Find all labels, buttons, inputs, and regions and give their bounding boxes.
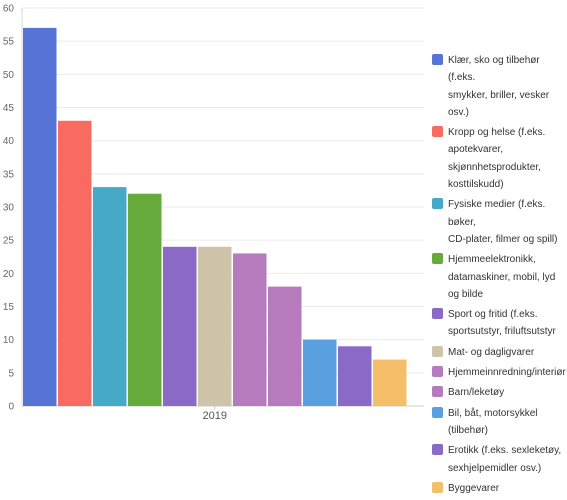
legend-label: kosttilskudd) bbox=[448, 179, 504, 191]
y-tick-label: 5 bbox=[8, 368, 14, 379]
bar[interactable] bbox=[303, 339, 337, 406]
y-tick-label: 25 bbox=[3, 236, 15, 247]
legend-label: Sport og fritid (f.eks. bbox=[448, 309, 538, 321]
bar[interactable] bbox=[198, 246, 232, 406]
y-axis: 0 5 10 15 20 25 30 35 40 45 50 55 60 bbox=[3, 4, 23, 413]
legend-label: Hjemmeelektronikk, bbox=[448, 254, 536, 266]
bar[interactable] bbox=[373, 359, 407, 406]
legend-label: datamaskiner, mobil, lyd og bilde bbox=[448, 271, 556, 300]
legend-item[interactable]: Hjemmeinnredning/interiør bbox=[432, 364, 567, 381]
y-tick-label: 0 bbox=[8, 402, 14, 413]
legend-swatch bbox=[432, 253, 443, 265]
legend-swatch bbox=[432, 406, 443, 418]
y-tick-label: 40 bbox=[3, 136, 15, 147]
legend-label: Kropp og helse (f.eks. bbox=[448, 127, 546, 139]
legend-label: smykker, briller, vesker osv.) bbox=[448, 89, 550, 118]
legend-item[interactable]: Barn/leketøy bbox=[432, 384, 567, 401]
legend-swatch bbox=[432, 345, 443, 357]
legend-item[interactable]: Klær, sko og tilbehør (f.eks. smykker, br… bbox=[432, 52, 567, 121]
legend: Klær, sko og tilbehør (f.eks. smykker, br… bbox=[432, 52, 567, 500]
legend-item[interactable]: Fysiske medier (f.eks. bøker, CD-plater, … bbox=[432, 196, 567, 248]
legend-swatch bbox=[432, 386, 443, 398]
bar[interactable] bbox=[58, 120, 92, 407]
bar-chart: 0 5 10 15 20 25 30 35 40 45 50 55 60 2019 bbox=[3, 4, 424, 422]
bar[interactable] bbox=[233, 253, 267, 406]
legend-swatch bbox=[432, 126, 443, 138]
bar[interactable] bbox=[93, 187, 127, 406]
legend-item[interactable]: Sport og fritid (f.eks. sportsutstyr, fri… bbox=[432, 306, 567, 341]
bar[interactable] bbox=[268, 286, 302, 406]
bar[interactable] bbox=[23, 27, 57, 407]
x-axis: 2019 bbox=[203, 406, 227, 422]
legend-label: Fysiske medier (f.eks. bøker, bbox=[448, 199, 546, 228]
y-tick-label: 30 bbox=[3, 203, 15, 214]
y-tick-label: 10 bbox=[3, 335, 15, 346]
legend-swatch bbox=[432, 198, 443, 210]
legend-swatch bbox=[432, 444, 443, 456]
legend-swatch bbox=[432, 366, 443, 378]
legend-label: Klær, sko og tilbehør (f.eks. bbox=[448, 55, 540, 84]
legend-item[interactable]: Mat- og dagligvarer bbox=[432, 344, 567, 361]
legend-label: Barn/leketøy bbox=[448, 387, 505, 399]
legend-label: sportsutstyr, friluftsutstyr bbox=[448, 326, 556, 338]
legend-swatch bbox=[432, 308, 443, 320]
y-tick-label: 35 bbox=[3, 169, 15, 180]
legend-label: sexhjelpemidler osv.) bbox=[448, 462, 542, 474]
bar[interactable] bbox=[163, 246, 197, 406]
y-tick-label: 15 bbox=[3, 302, 15, 313]
bar[interactable] bbox=[338, 346, 372, 406]
legend-item[interactable]: Erotikk (f.eks. sexleketøy, sexhjelpemidl… bbox=[432, 442, 567, 477]
legend-label: Bil, båt, motorsykkel bbox=[448, 407, 538, 419]
legend-label: CD-plater, filmer og spill) bbox=[448, 233, 558, 245]
legend-item[interactable]: Hjemmeelektronikk, datamaskiner, mobil, l… bbox=[432, 251, 567, 303]
legend-label: Erotikk (f.eks. sexleketøy, bbox=[448, 445, 562, 457]
legend-label: (tilbehør) bbox=[448, 424, 489, 436]
legend-label: skjønnhetsprodukter, bbox=[448, 161, 541, 173]
y-tick-label: 50 bbox=[3, 70, 15, 81]
y-tick-label: 20 bbox=[3, 269, 15, 280]
legend-label: Mat- og dagligvarer bbox=[448, 346, 535, 358]
legend-label: apotekvarer, bbox=[448, 144, 504, 156]
bars bbox=[23, 27, 407, 407]
y-tick-label: 55 bbox=[3, 37, 15, 48]
legend-item[interactable]: Byggevarer bbox=[432, 480, 567, 497]
y-tick-label: 45 bbox=[3, 103, 15, 114]
bar[interactable] bbox=[128, 193, 162, 406]
legend-swatch bbox=[432, 54, 443, 65]
legend-label: Hjemmeinnredning/interiør bbox=[448, 367, 566, 379]
legend-label: Byggevarer bbox=[448, 482, 500, 494]
y-tick-label: 60 bbox=[3, 4, 15, 15]
legend-swatch bbox=[432, 481, 443, 493]
x-category-label: 2019 bbox=[203, 410, 227, 422]
legend-item[interactable]: Kropp og helse (f.eks. apotekvarer, skjønn… bbox=[432, 124, 567, 193]
